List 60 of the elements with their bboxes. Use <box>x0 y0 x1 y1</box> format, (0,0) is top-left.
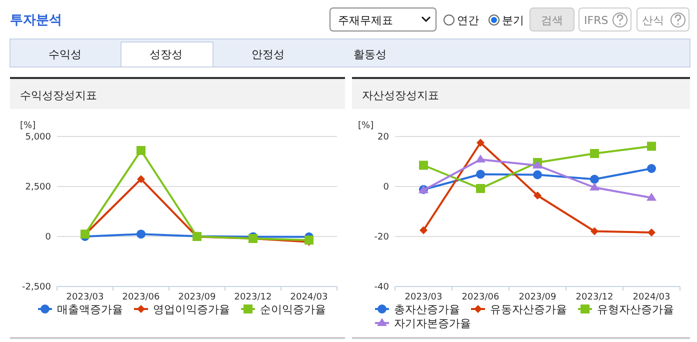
point <box>590 174 599 184</box>
y-tick-label: 5,000 <box>25 132 52 142</box>
x-tick-label: 2023/09 <box>518 292 556 302</box>
chart-title: 수익성장성지표 <box>20 89 97 102</box>
legend-label: 영업이익증가율 <box>153 303 230 316</box>
point <box>590 182 600 190</box>
y-tick-label: 0 <box>45 232 52 242</box>
point <box>136 230 146 239</box>
y-axis-title: [%] <box>20 121 36 131</box>
y-tick-label: -20 <box>374 232 390 242</box>
point <box>476 154 486 162</box>
point <box>476 184 485 193</box>
text: 안정성 <box>252 48 284 61</box>
legend-label: 순이익증가율 <box>260 303 326 316</box>
point <box>420 226 428 234</box>
x-tick-label: 2024/03 <box>290 292 328 302</box>
point <box>533 170 542 180</box>
x-tick-label: 2023/06 <box>462 292 500 302</box>
x-tick-label: 2023/03 <box>404 292 442 302</box>
text: 성장성 <box>150 48 182 61</box>
y-tick-label: -2,500 <box>22 282 52 292</box>
text: 연간 <box>457 14 479 27</box>
legend-label: 유형자산증가율 <box>597 303 674 316</box>
point <box>648 228 656 236</box>
point <box>590 149 599 158</box>
x-tick-label: 2023/12 <box>234 292 272 302</box>
point <box>647 164 656 173</box>
x-tick-label: 2023/09 <box>178 292 216 302</box>
y-tick-label: 0 <box>383 182 390 192</box>
point <box>532 160 542 168</box>
point <box>647 142 656 151</box>
x-tick-label: 2024/03 <box>632 292 670 302</box>
x-tick-label: 2023/12 <box>576 292 614 302</box>
text: 수익성 <box>48 48 82 61</box>
legend-label: 자기자본증가율 <box>394 317 471 330</box>
x-tick-label: 2023/03 <box>66 292 104 302</box>
legend-label: 매출액증가율 <box>57 303 123 316</box>
text: IFRS <box>584 14 608 27</box>
text: 검색 <box>541 14 563 27</box>
text: 주재무제표 <box>338 14 393 27</box>
x-tick-label: 2023/06 <box>122 292 160 302</box>
point <box>419 160 428 170</box>
text: 활동성 <box>354 48 386 61</box>
text: 산식 <box>642 14 664 27</box>
point <box>137 175 145 184</box>
legend-label: 유동자산증가율 <box>490 303 567 316</box>
text: 투자분석 <box>10 13 62 28</box>
chart-title: 자산성장성지표 <box>362 89 439 102</box>
point <box>476 138 484 147</box>
point <box>136 146 146 155</box>
y-tick-label: 2,500 <box>25 182 52 192</box>
point <box>590 227 598 236</box>
y-axis-title: [%] <box>358 121 374 131</box>
point <box>646 192 656 201</box>
point <box>476 170 485 179</box>
y-tick-label: 20 <box>378 132 390 142</box>
text: 분기 <box>502 14 524 27</box>
point <box>534 192 542 200</box>
y-tick-label: -40 <box>374 282 390 292</box>
legend-label: 총자산증가율 <box>394 303 460 316</box>
